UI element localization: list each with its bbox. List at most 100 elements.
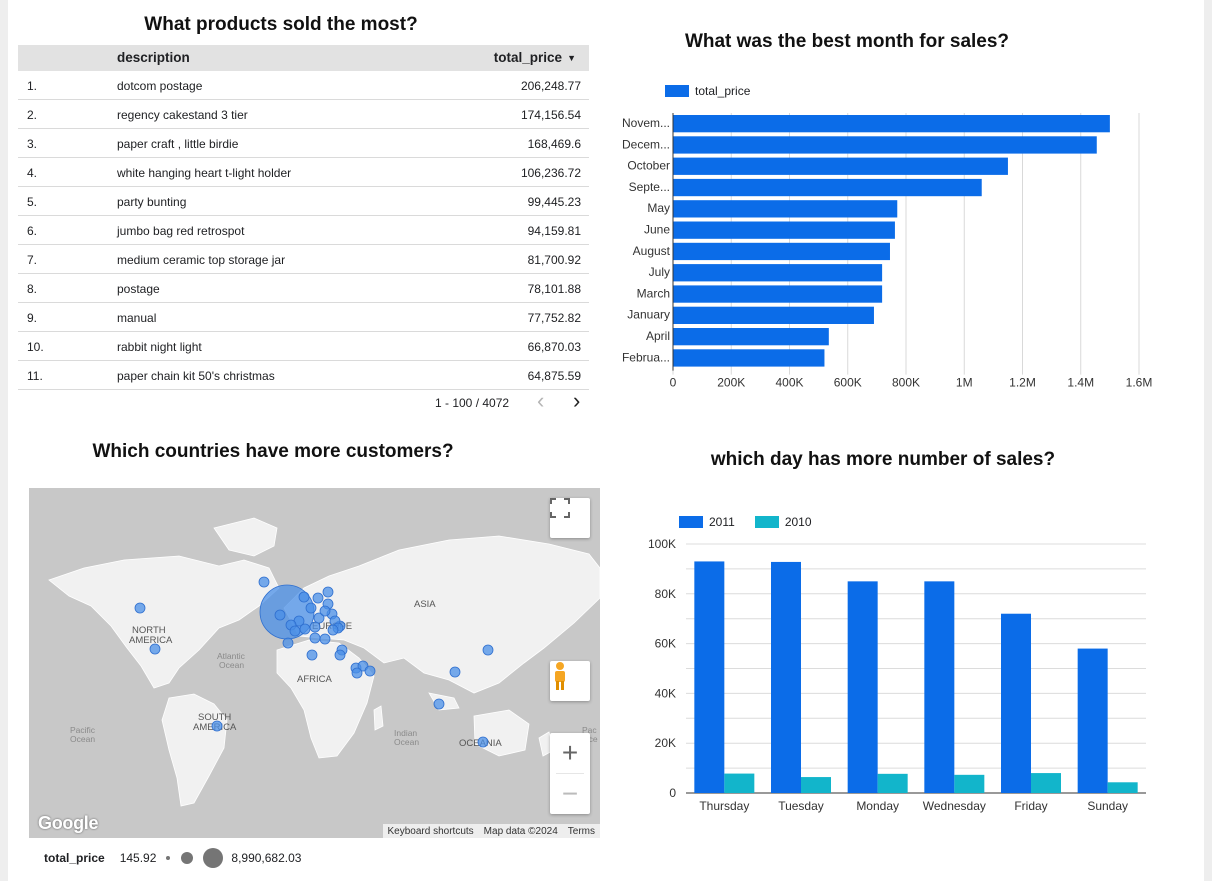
country-bubble[interactable]	[289, 625, 301, 637]
month-bar[interactable]	[673, 306, 874, 324]
y-category-label: March	[637, 286, 670, 300]
table-row[interactable]: 5. party bunting 99,445.23	[18, 187, 589, 216]
street-view-pegman-button[interactable]	[550, 661, 590, 701]
month-chart-title: What was the best month for sales?	[684, 31, 1010, 52]
day-bar-2010[interactable]	[724, 773, 755, 793]
row-description: manual	[117, 311, 157, 325]
row-description: regency cakestand 3 tier	[117, 108, 248, 122]
day-bar-2011[interactable]	[694, 561, 725, 793]
month-bar[interactable]	[673, 157, 1008, 175]
plus-icon: +	[561, 737, 579, 768]
terms-link[interactable]: Terms	[567, 825, 595, 837]
google-logo: Google	[38, 813, 99, 833]
day-bar-chart: 0 20K 40K 60K 80K 100K Thursday Tuesday Monday We…	[648, 537, 1146, 813]
row-number: 10.	[27, 340, 44, 354]
country-bubble[interactable]	[482, 644, 494, 656]
table-row[interactable]: 8. postage 78,101.88	[18, 274, 589, 303]
country-bubble[interactable]	[149, 643, 161, 655]
day-bar-2010[interactable]	[801, 777, 831, 793]
products-title: What products sold the most?	[144, 14, 418, 35]
country-bubble[interactable]	[258, 576, 270, 588]
country-bubble[interactable]	[306, 649, 318, 661]
column-header-description[interactable]: description	[117, 50, 190, 65]
row-number: 4.	[27, 166, 38, 180]
month-bar[interactable]	[673, 136, 1097, 154]
table-row[interactable]: 1. dotcom postage 206,248.77	[18, 71, 589, 100]
country-bubble[interactable]	[299, 623, 311, 635]
table-row[interactable]: 2. regency cakestand 3 tier 174,156.54	[18, 100, 589, 129]
column-header-total-price[interactable]: total_price ▼	[494, 50, 576, 65]
day-bar-2011[interactable]	[771, 561, 801, 793]
country-bubble[interactable]	[351, 667, 363, 679]
country-bubble[interactable]	[274, 609, 286, 621]
row-description: postage	[117, 282, 160, 296]
month-bar[interactable]	[673, 328, 829, 346]
table-row[interactable]: 9. manual 77,752.82	[18, 303, 589, 332]
keyboard-shortcuts-link[interactable]: Keyboard shortcuts	[387, 825, 474, 837]
y-category-label: May	[647, 201, 670, 215]
month-bar[interactable]	[673, 349, 825, 367]
table-row[interactable]: 7. medium ceramic top storage jar 81,700.9…	[18, 245, 589, 274]
row-number: 8.	[27, 282, 38, 296]
table-row[interactable]: 4. white hanging heart t-light holder 106,…	[18, 158, 589, 187]
chevron-left-icon[interactable]: ‹	[537, 388, 545, 413]
y-category-label: Septe...	[629, 180, 670, 194]
table-row[interactable]: 6. jumbo bag red retrospot 94,159.81	[18, 216, 589, 245]
chevron-right-icon[interactable]: ›	[573, 388, 581, 413]
day-bar-2010[interactable]	[954, 774, 985, 793]
country-bubble[interactable]	[364, 665, 376, 677]
month-bar[interactable]	[673, 178, 982, 197]
country-bubble[interactable]	[312, 592, 324, 604]
country-bubble[interactable]	[309, 621, 321, 633]
day-bar-2010[interactable]	[1031, 773, 1061, 793]
country-bubble[interactable]	[309, 632, 321, 644]
day-bar-2010[interactable]	[1107, 782, 1138, 793]
x-category-label: Thursday	[699, 799, 749, 813]
row-number: 9.	[27, 311, 38, 325]
country-bubble[interactable]	[319, 633, 331, 645]
country-bubble[interactable]	[313, 612, 325, 624]
country-bubble[interactable]	[334, 649, 346, 661]
fullscreen-button[interactable]	[550, 498, 590, 538]
day-bar-2010[interactable]	[877, 773, 908, 793]
day-bar-2011[interactable]	[847, 581, 878, 793]
map-data-label: Map data ©2024	[483, 825, 558, 837]
country-bubble[interactable]	[298, 591, 310, 603]
month-bar[interactable]	[673, 242, 890, 261]
world-map[interactable]: NORTH AMERICA SOUTH AMERICA EUROPE ASIA …	[29, 488, 600, 838]
country-bubble[interactable]	[449, 666, 461, 678]
table-row[interactable]: 3. paper craft , little birdie 168,469.6	[18, 129, 589, 158]
countries-title: Which countries have more customers?	[92, 441, 454, 462]
table-row[interactable]: 10. rabbit night light 66,870.03	[18, 332, 589, 361]
country-bubble[interactable]	[477, 736, 489, 748]
country-bubble[interactable]	[305, 602, 317, 614]
y-category-label: January	[627, 308, 670, 322]
label-north-america: NORTH	[132, 625, 166, 636]
country-bubble[interactable]	[211, 720, 223, 732]
country-bubble[interactable]	[322, 586, 334, 598]
day-chart-title: which day has more number of sales?	[710, 449, 1056, 470]
map-canvas[interactable]: NORTH AMERICA SOUTH AMERICA EUROPE ASIA …	[29, 488, 600, 838]
month-bar[interactable]	[673, 115, 1110, 133]
y-tick-label: 0	[669, 786, 676, 800]
day-bar-2011[interactable]	[1077, 648, 1108, 793]
row-number: 5.	[27, 195, 38, 209]
zoom-in-button[interactable]: +	[550, 733, 590, 773]
day-bar-2011[interactable]	[1001, 613, 1031, 793]
month-bar[interactable]	[673, 200, 898, 218]
legend-label-total-price: total_price	[695, 84, 751, 98]
row-total-price: 81,700.92	[527, 253, 581, 267]
country-bubble[interactable]	[282, 637, 294, 649]
y-category-label: Novem...	[622, 116, 670, 130]
month-bar[interactable]	[673, 264, 883, 282]
day-bar-2011[interactable]	[924, 581, 955, 793]
month-bar[interactable]	[673, 285, 883, 303]
customer-bubbles[interactable]	[134, 576, 494, 748]
table-row[interactable]: 11. paper chain kit 50's christmas 64,875.…	[18, 361, 589, 390]
zoom-out-button[interactable]: −	[550, 774, 590, 814]
month-bar[interactable]	[673, 221, 895, 239]
country-bubble[interactable]	[327, 624, 339, 636]
country-bubble[interactable]	[319, 605, 331, 617]
country-bubble[interactable]	[433, 698, 445, 710]
country-bubble[interactable]	[134, 602, 146, 614]
